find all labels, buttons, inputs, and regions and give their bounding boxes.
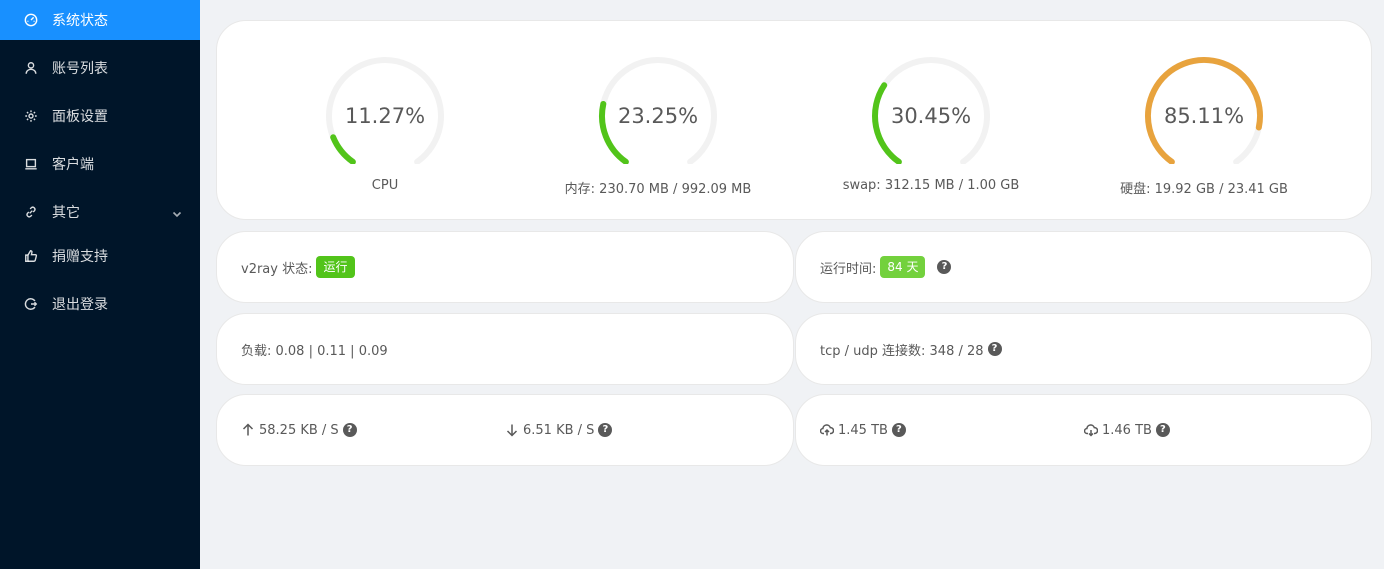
connections-card: tcp / udp 连接数: 348 / 28 ? [795,313,1372,385]
uptime-badge: 84 天 [880,256,926,278]
v2ray-status-card: v2ray 状态: 运行 [216,231,794,303]
gauge-value: 85.11% [1163,104,1245,128]
connections-text: tcp / udp 连接数: 348 / 28 [820,343,984,359]
download-speed: 6.51 KB / S [523,422,595,438]
total-received: 1.46 TB [1102,422,1152,438]
sidebar-item-client[interactable]: 客户端 [0,144,200,184]
cloud-download-icon [1084,423,1098,437]
speed-card: 58.25 KB / S ? 6.51 KB / S ? [216,394,794,466]
sidebar-item-label: 面板设置 [52,109,108,125]
cloud-upload-icon [820,423,834,437]
status-badge: 运行 [316,256,355,278]
uptime-label: 运行时间: [820,261,877,277]
sidebar-item-logout[interactable]: 退出登录 [0,284,200,324]
gauge-label: CPU [371,178,399,193]
swap-gauge: 30.45% swap: 312.15 MB / 1.00 GB [811,54,1051,199]
gauge-fill [1145,57,1263,164]
chevron-down-icon [172,207,182,218]
disk-gauge: 85.11% 硬盘: 19.92 GB / 23.41 GB [1084,54,1324,199]
uptime-card: 运行时间: 84 天 ? [795,231,1372,303]
sidebar-item-accounts[interactable]: 账号列表 [0,48,200,88]
sidebar-item-label: 系统状态 [52,13,108,29]
gauge-value: 23.25% [617,104,699,128]
gauge-label: 硬盘: 19.92 GB / 23.41 GB [1120,182,1288,197]
gauge-dial [326,57,444,164]
gauge-value: 11.27% [344,104,426,128]
sidebar-item-label: 账号列表 [52,61,108,77]
sidebar-item-system-status[interactable]: 系统状态 [0,0,200,40]
arrow-up-icon [241,423,255,437]
gauge-fill [599,100,629,164]
gear-icon [24,109,38,123]
help-icon[interactable]: ? [891,423,906,437]
laptop-icon [24,157,38,171]
sidebar-item-settings[interactable]: 面板设置 [0,96,200,136]
user-icon [24,61,38,75]
total-sent: 1.45 TB [838,422,888,438]
sidebar-item-label: 客户端 [52,157,94,173]
sidebar-item-donate[interactable]: 捐赠支持 [0,236,200,276]
sidebar-item-label: 捐赠支持 [52,249,108,265]
dashboard-icon [24,13,38,27]
v2ray-status-label: v2ray 状态: [241,261,313,277]
system-gauges-card: 11.27% CPU 23.25% 内存: 230.70 MB / 992.09… [216,20,1372,220]
gauge-fill [330,134,356,164]
gauge-dial [1145,57,1263,164]
sidebar-item-label: 其它 [52,205,80,221]
gauge-dial [599,57,717,164]
cpu-gauge: 11.27% CPU [265,54,505,199]
gauge-label: swap: 312.15 MB / 1.00 GB [842,178,1020,193]
gauge-dial [872,57,990,164]
traffic-total-card: 1.45 TB ? 1.46 TB ? [795,394,1372,466]
arrow-down-icon [505,423,519,437]
load-text: 负载: 0.08 | 0.11 | 0.09 [241,343,388,359]
gauge-value: 30.45% [890,104,972,128]
help-icon[interactable]: ? [937,260,952,274]
help-icon[interactable]: ? [1155,423,1170,437]
gauge-label: 内存: 230.70 MB / 992.09 MB [564,182,752,197]
help-icon[interactable]: ? [598,423,613,437]
sidebar-item-other[interactable]: 其它 [0,192,200,232]
like-icon [24,249,38,263]
memory-gauge: 23.25% 内存: 230.70 MB / 992.09 MB [538,54,778,199]
logout-icon [24,297,38,311]
gauge-fill [872,82,902,164]
load-card: 负载: 0.08 | 0.11 | 0.09 [216,313,794,385]
sidebar: 系统状态 账号列表 面板设置 客户端 其它 捐赠支持 退出登录 [0,0,200,569]
help-icon[interactable]: ? [987,342,1002,356]
sidebar-item-label: 退出登录 [52,297,108,313]
link-icon [24,205,38,219]
help-icon[interactable]: ? [342,423,357,437]
upload-speed: 58.25 KB / S [259,422,339,438]
gauge-track [326,57,444,164]
